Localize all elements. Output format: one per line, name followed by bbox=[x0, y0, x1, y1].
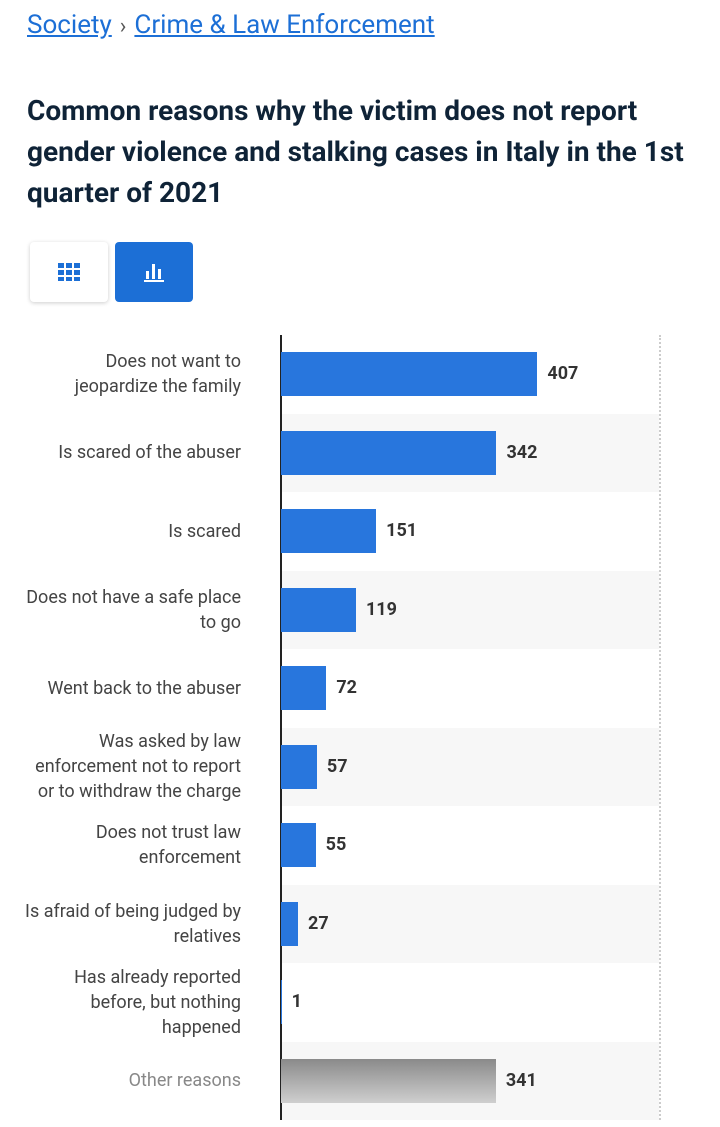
row-band bbox=[281, 884, 659, 963]
value-label: 55 bbox=[325, 834, 347, 855]
breadcrumb-link[interactable]: Crime & Law Enforcement bbox=[134, 10, 435, 40]
chart-title: Common reasons why the victim does not r… bbox=[27, 94, 684, 209]
bar bbox=[281, 823, 316, 867]
value-label: 72 bbox=[336, 677, 358, 698]
category-label: Does not want to jeopardize the family bbox=[74, 351, 241, 398]
grid-line bbox=[659, 335, 661, 1120]
breadcrumb-separator: › bbox=[119, 14, 127, 39]
category-label: Was asked by law enforcement not to repo… bbox=[35, 731, 241, 803]
bar bbox=[281, 744, 317, 789]
row-band bbox=[281, 727, 659, 806]
category-label: Is scared bbox=[168, 520, 241, 542]
bar bbox=[281, 980, 282, 1024]
bar bbox=[281, 352, 538, 396]
category-label: Has already reported before, but nothing… bbox=[74, 966, 241, 1038]
category-label: Does not have a safe place to go bbox=[26, 586, 241, 633]
category-label: Does not trust law enforcement bbox=[95, 822, 241, 869]
value-label: 341 bbox=[505, 1069, 537, 1091]
bar bbox=[281, 509, 377, 553]
value-label: 27 bbox=[308, 912, 329, 934]
value-label: 151 bbox=[386, 520, 418, 541]
table-view-button[interactable] bbox=[30, 242, 108, 302]
breadcrumb: Society › Crime & Law Enforcement bbox=[27, 10, 435, 40]
category-label: Is afraid of being judged by relatives bbox=[25, 900, 241, 947]
bar bbox=[281, 587, 356, 632]
value-label: 342 bbox=[506, 441, 538, 463]
category-label: Went back to the abuser bbox=[47, 677, 241, 699]
bar bbox=[281, 1058, 496, 1103]
axis-line bbox=[280, 335, 282, 1120]
category-label: Is scared of the abuser bbox=[58, 442, 241, 464]
value-label: 119 bbox=[365, 598, 397, 620]
category-label: Other reasons bbox=[128, 1070, 241, 1092]
chart: Does not want to jeopardize the family 40… bbox=[0, 335, 720, 1120]
value-label: 407 bbox=[547, 363, 579, 384]
bar bbox=[281, 901, 298, 946]
chart-view-button[interactable] bbox=[115, 242, 193, 302]
bar bbox=[281, 430, 497, 475]
value-label: 57 bbox=[326, 755, 348, 777]
chart-icon bbox=[144, 264, 164, 282]
grid-icon bbox=[58, 263, 80, 281]
bar bbox=[281, 666, 327, 710]
value-label: 1 bbox=[291, 991, 302, 1012]
breadcrumb-link[interactable]: Society bbox=[27, 10, 112, 40]
